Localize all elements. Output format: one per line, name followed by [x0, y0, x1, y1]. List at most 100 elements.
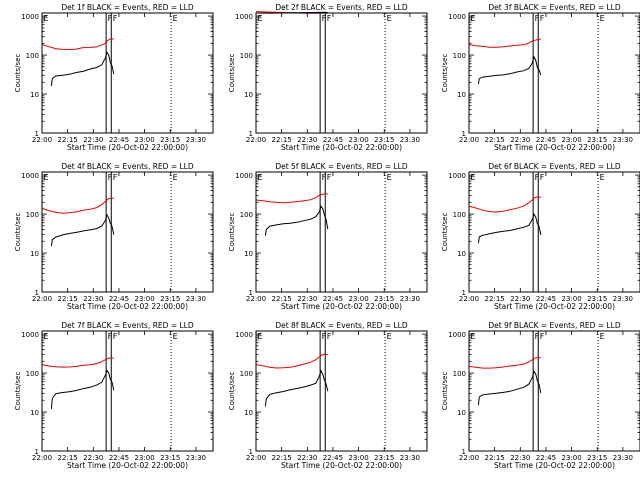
- x-axis-label: Start Time (20-Oct-02 22:00:00): [281, 461, 402, 470]
- x-tick-label: 23:00: [562, 454, 582, 462]
- x-tick-label: 22:15: [58, 295, 78, 303]
- marker-label-e: E: [44, 14, 49, 23]
- marker-label-f: F: [535, 14, 540, 23]
- plot-frame: [468, 171, 640, 293]
- x-tick-label: 23:30: [186, 454, 206, 462]
- y-tick-label: 1000: [448, 331, 466, 339]
- plot-frame: [255, 171, 428, 293]
- x-tick-label: 22:45: [536, 136, 556, 144]
- x-tick-label: 23:00: [135, 295, 155, 303]
- detector-panel-6: Det 6f BLACK = Events, RED = LLD E F F E 1 10 1…: [441, 162, 640, 311]
- x-tick-label: 22:00: [459, 454, 479, 462]
- series-events-line: [264, 205, 329, 236]
- marker-label-f: F: [540, 173, 545, 182]
- y-tick-label: 100: [240, 370, 253, 378]
- plot-frame: [41, 171, 214, 293]
- panel-title: Det 5f BLACK = Events, RED = LLD: [275, 162, 408, 171]
- series-lld-line: [255, 193, 328, 204]
- x-tick-label: 23:15: [374, 454, 394, 462]
- y-tick-label: 10: [457, 91, 466, 99]
- x-tick-label: 23:15: [160, 136, 180, 144]
- x-tick-label: 23:00: [349, 136, 369, 144]
- x-axis-label: Start Time (20-Oct-02 22:00:00): [281, 302, 402, 311]
- y-tick-label: 1000: [235, 331, 253, 339]
- x-axis-label: Start Time (20-Oct-02 22:00:00): [67, 461, 188, 470]
- series-events-line: [264, 369, 329, 407]
- y-axis-label: Counts/sec: [441, 213, 449, 252]
- detector-panel-8: Det 8f BLACK = Events, RED = LLD E F F E 1 10 1…: [228, 321, 428, 470]
- marker-label-f: F: [327, 14, 332, 23]
- plot-frame: [41, 330, 214, 452]
- y-tick-label: 1: [35, 130, 39, 138]
- marker-label-e: E: [600, 173, 605, 182]
- x-tick-label: 23:00: [135, 454, 155, 462]
- x-tick-label: 23:15: [587, 136, 607, 144]
- x-tick-label: 22:15: [58, 136, 78, 144]
- x-tick-label: 23:15: [160, 295, 180, 303]
- marker-label-e: E: [600, 14, 605, 23]
- x-tick-label: 22:45: [109, 136, 129, 144]
- x-tick-label: 23:00: [349, 295, 369, 303]
- series-events-line: [50, 369, 115, 409]
- detector-panel-5: Det 5f BLACK = Events, RED = LLD E F F E 1 10 1…: [228, 162, 428, 311]
- x-axis-label: Start Time (20-Oct-02 22:00:00): [494, 461, 615, 470]
- x-tick-label: 22:00: [459, 295, 479, 303]
- y-tick-label: 1000: [235, 13, 253, 21]
- x-tick-label: 22:30: [83, 454, 103, 462]
- marker-label-e: E: [600, 332, 605, 341]
- marker-label-e: E: [387, 173, 392, 182]
- x-tick-label: 22:45: [323, 136, 343, 144]
- x-tick-label: 22:00: [246, 136, 266, 144]
- marker-label-f: F: [540, 332, 545, 341]
- marker-label-f: F: [540, 14, 545, 23]
- plot-frame: [468, 12, 640, 134]
- x-tick-label: 22:30: [510, 454, 530, 462]
- x-tick-label: 23:00: [135, 136, 155, 144]
- series-lld-line: [468, 38, 541, 48]
- x-tick-label: 23:30: [186, 295, 206, 303]
- series-events-line: [477, 370, 542, 406]
- x-tick-label: 22:15: [485, 136, 505, 144]
- marker-label-f: F: [535, 173, 540, 182]
- x-tick-label: 23:30: [613, 454, 633, 462]
- y-tick-label: 10: [30, 409, 39, 417]
- marker-label-f: F: [108, 14, 113, 23]
- x-tick-label: 22:30: [83, 295, 103, 303]
- marker-label-e: E: [387, 332, 392, 341]
- series-lld-line: [468, 196, 541, 213]
- y-tick-label: 100: [26, 211, 39, 219]
- panel-title: Det 2f BLACK = Events, RED = LLD: [275, 3, 408, 12]
- y-axis-label: Counts/sec: [441, 54, 449, 93]
- detector-panel-1: Det 1f BLACK = Events, RED = LLD E F F E 1 10 1…: [14, 3, 214, 152]
- y-tick-label: 10: [244, 409, 253, 417]
- x-tick-label: 22:00: [32, 454, 52, 462]
- x-tick-label: 22:30: [297, 454, 317, 462]
- detector-panel-7: Det 7f BLACK = Events, RED = LLD E F F E 1 10 1…: [14, 321, 214, 470]
- x-tick-label: 23:00: [349, 454, 369, 462]
- plot-frame: [255, 330, 428, 452]
- y-tick-label: 1000: [235, 172, 253, 180]
- y-tick-label: 10: [30, 250, 39, 258]
- x-tick-label: 22:15: [272, 136, 292, 144]
- x-tick-label: 23:00: [562, 136, 582, 144]
- x-tick-label: 22:00: [246, 295, 266, 303]
- marker-label-e: E: [387, 14, 392, 23]
- detector-panel-2: Det 2f BLACK = Events, RED = LLD E F F E 1 10 1…: [228, 3, 428, 152]
- y-tick-label: 1: [462, 130, 466, 138]
- marker-label-e: E: [258, 332, 263, 341]
- x-axis-label: Start Time (20-Oct-02 22:00:00): [494, 143, 615, 152]
- y-tick-label: 1: [249, 130, 253, 138]
- plot-frame: [468, 330, 640, 452]
- x-tick-label: 23:30: [613, 136, 633, 144]
- marker-label-f: F: [113, 173, 118, 182]
- y-tick-label: 1000: [21, 13, 39, 21]
- detector-panel-3: Det 3f BLACK = Events, RED = LLD E F F E 1 10 1…: [441, 3, 640, 152]
- y-tick-label: 1000: [21, 172, 39, 180]
- marker-label-f: F: [108, 332, 113, 341]
- series-events-line: [477, 212, 542, 244]
- series-events-line: [50, 213, 115, 247]
- y-axis-label: Counts/sec: [14, 54, 22, 93]
- x-tick-label: 22:45: [109, 295, 129, 303]
- y-tick-label: 100: [26, 370, 39, 378]
